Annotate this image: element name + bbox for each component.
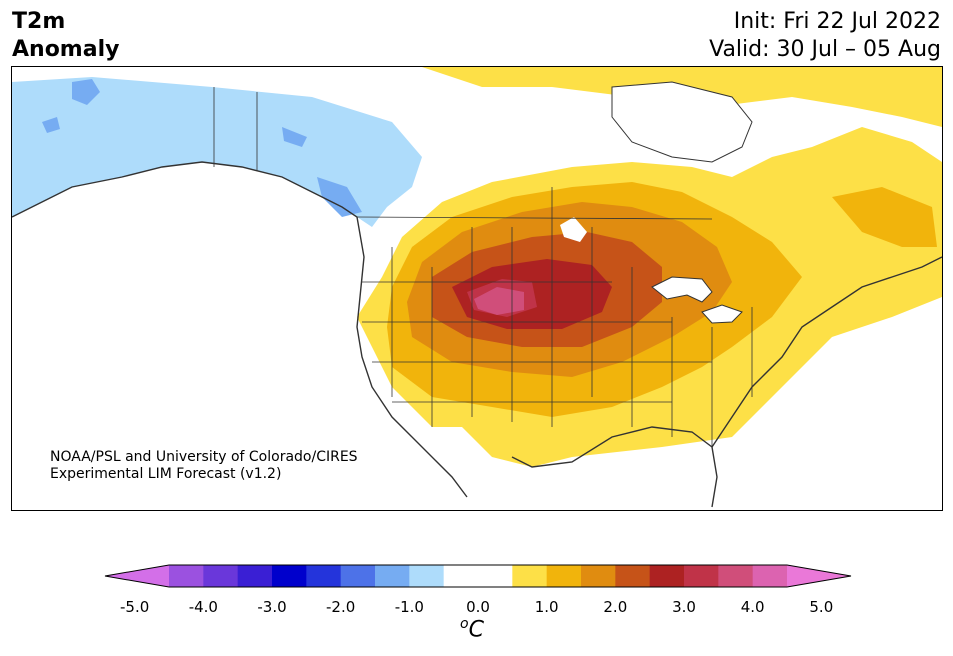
colorbar-bin [306, 565, 342, 587]
colorbar-tick-label: 3.0 [672, 598, 696, 616]
valid-date: Valid: 30 Jul – 05 Aug [709, 37, 941, 62]
colorbar-bin [615, 565, 651, 587]
colorbar-bin [684, 565, 719, 587]
colorbar-bin [581, 565, 616, 587]
colorbar-bin [272, 565, 307, 587]
great-lakes [651, 276, 743, 324]
colorbar-tick-label: 2.0 [603, 598, 628, 616]
colorbar-unit: oC [460, 616, 484, 642]
state-borders [213, 87, 753, 447]
coastline-gulf [511, 426, 718, 508]
colorbar-tick-label: -1.0 [394, 598, 424, 616]
colorbar-extend-min [105, 565, 169, 587]
colorbar-tick-label: 1.0 [534, 598, 559, 616]
warm-anomaly-7 [474, 287, 524, 315]
coastline-east [711, 256, 942, 448]
colorbar-bin [546, 565, 582, 587]
colorbar-outline [104, 564, 852, 588]
colorbar-tick-label: -4.0 [188, 598, 218, 616]
unit-label: C [468, 617, 484, 643]
hudson-bay [611, 81, 753, 163]
colorbar-bin [649, 565, 685, 587]
credit-text: NOAA/PSL and University of Colorado/CIRE… [50, 449, 358, 483]
colorbar-tick-label: 0.0 [466, 598, 490, 616]
forecast-dates: Init: Fri 22 Jul 2022 Valid: 30 Jul – 05… [709, 8, 941, 64]
credit-line-1: NOAA/PSL and University of Colorado/CIRE… [50, 449, 358, 465]
title-variable: T2m [12, 9, 66, 34]
warm-anomaly-2-east [832, 187, 937, 247]
colorbar-bin [478, 565, 513, 587]
init-date: Init: Fri 22 Jul 2022 [733, 9, 941, 34]
cold-anomaly-light [12, 77, 422, 227]
lake-winnipeg [560, 217, 587, 242]
map-panel: NOAA/PSL and University of Colorado/CIRE… [11, 66, 943, 511]
colorbar-tick-label: -2.0 [326, 598, 356, 616]
colorbar-bin [203, 565, 239, 587]
colorbar-bin [718, 565, 754, 587]
cold-anomaly-mid [42, 79, 362, 217]
temperature-anomaly-map [12, 67, 942, 508]
colorbar-tick-label: 5.0 [809, 598, 834, 616]
colorbar-bin [340, 565, 376, 587]
colorbar-tick-label: 4.0 [740, 598, 765, 616]
colorbar-extend-max [787, 565, 851, 587]
colorbar-bin [443, 565, 479, 587]
degree-symbol: o [460, 616, 469, 632]
credit-line-2: Experimental LIM Forecast (v1.2) [50, 466, 282, 482]
title-anomaly: Anomaly [12, 37, 120, 62]
colorbar-bin [409, 565, 445, 587]
colorbar-tick-label: -5.0 [120, 598, 150, 616]
map-title: T2m Anomaly [12, 8, 119, 64]
colorbar-bin [375, 565, 410, 587]
colorbar-bin [512, 565, 548, 587]
colorbar [104, 564, 852, 588]
colorbar-bin [237, 565, 273, 587]
colorbar-bin [752, 565, 788, 587]
colorbar-bin [169, 565, 204, 587]
colorbar-tick-label: -3.0 [257, 598, 287, 616]
